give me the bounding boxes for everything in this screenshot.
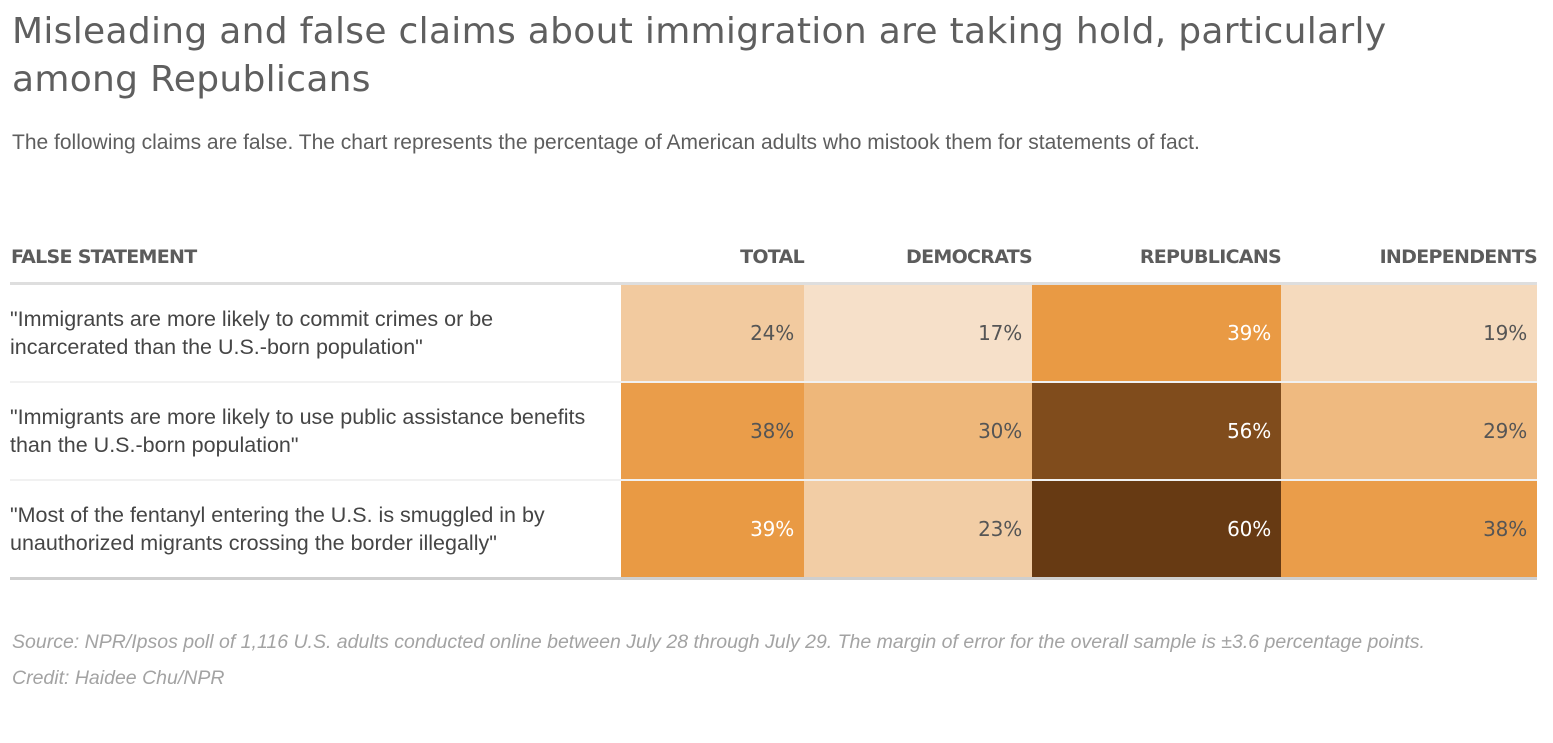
heatmap-cell-republicans: 39%	[1032, 283, 1281, 383]
heatmap-cell-total: 39%	[621, 480, 804, 580]
heatmap-cell-total: 24%	[621, 283, 804, 383]
heatmap-cell-independents: 19%	[1281, 283, 1537, 383]
heatmap-cell-independents: 38%	[1281, 480, 1537, 580]
column-header-total: TOTAL	[621, 232, 805, 285]
chart-footer: Source: NPR/Ipsos poll of 1,116 U.S. adu…	[12, 624, 1542, 696]
heatmap-cell-independents: 29%	[1281, 382, 1537, 481]
statement-label: "Most of the fentanyl entering the U.S. …	[10, 480, 621, 580]
statement-label: "Immigrants are more likely to commit cr…	[10, 283, 621, 383]
heatmap-cell-democrats: 17%	[804, 283, 1032, 383]
column-header-false-statement: FALSE STATEMENT	[10, 232, 621, 285]
table-row: "Immigrants are more likely to commit cr…	[10, 283, 1537, 383]
table-row: "Most of the fentanyl entering the U.S. …	[10, 480, 1537, 580]
source-note: Source: NPR/Ipsos poll of 1,116 U.S. adu…	[12, 631, 1425, 653]
heatmap-cell-republicans: 60%	[1032, 480, 1281, 580]
column-header-independents: INDEPENDENTS	[1281, 232, 1538, 285]
heatmap-table: FALSE STATEMENT TOTAL DEMOCRATS REPUBLIC…	[10, 232, 1538, 580]
credit-note: Credit: Haidee Chu/NPR	[12, 667, 225, 689]
chart-title: Misleading and false claims about immigr…	[12, 11, 1387, 100]
heatmap-cell-democrats: 30%	[804, 382, 1032, 481]
heatmap-cell-republicans: 56%	[1032, 382, 1281, 481]
header-row: FALSE STATEMENT TOTAL DEMOCRATS REPUBLIC…	[10, 232, 1538, 285]
column-header-republicans: REPUBLICANS	[1032, 232, 1282, 285]
statement-label: "Immigrants are more likely to use publi…	[10, 382, 621, 481]
heatmap-cell-democrats: 23%	[804, 480, 1032, 580]
heatmap-cell-total: 38%	[621, 382, 804, 481]
table-row: "Immigrants are more likely to use publi…	[10, 382, 1537, 481]
column-header-democrats: DEMOCRATS	[804, 232, 1033, 285]
chart-subtitle: The following claims are false. The char…	[12, 131, 1200, 154]
